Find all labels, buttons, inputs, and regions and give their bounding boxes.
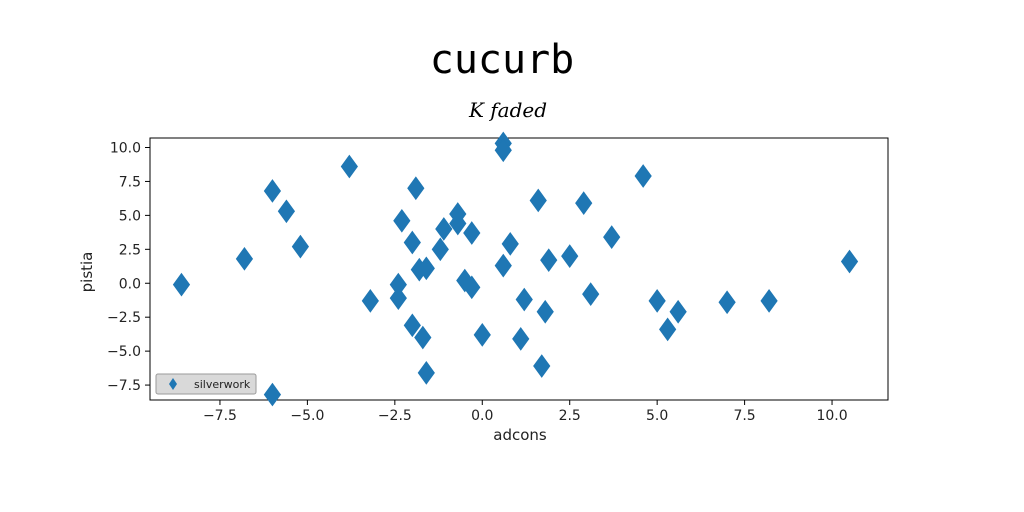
- x-axis-label: adcons: [493, 426, 547, 444]
- data-point: [361, 289, 379, 313]
- legend-label: silverwork: [194, 378, 251, 391]
- y-tick-label: 5.0: [119, 208, 141, 224]
- data-point: [417, 360, 435, 385]
- data-point: [501, 232, 519, 256]
- data-point: [512, 327, 530, 351]
- x-tick-label: 2.5: [559, 408, 581, 424]
- chart-subtitle: K faded: [468, 98, 547, 122]
- data-point: [407, 176, 425, 201]
- data-point: [473, 322, 491, 347]
- y-tick-label: −7.5: [107, 378, 141, 394]
- data-point: [403, 313, 421, 338]
- data-point: [648, 289, 666, 313]
- x-tick-label: 0.0: [471, 408, 493, 424]
- data-point: [582, 282, 600, 306]
- data-point: [533, 354, 551, 378]
- y-tick-label: 10.0: [110, 141, 141, 157]
- plot-area: −7.5 −5.0 −2.5 0.0 2.5 5.0 7.5 10.0 10.0 7.5 5.0 2.…: [107, 131, 889, 424]
- data-point: [172, 272, 191, 297]
- y-tick-label: −5.0: [107, 344, 141, 360]
- data-point: [718, 290, 736, 315]
- data-point: [235, 246, 254, 271]
- data-point: [414, 325, 432, 350]
- data-point: [431, 237, 449, 262]
- data-point: [389, 272, 407, 297]
- data-point: [494, 138, 512, 163]
- x-tick-label: −7.5: [203, 408, 237, 424]
- data-point: [575, 191, 593, 216]
- data-point: [840, 249, 859, 274]
- x-tick-label: −2.5: [378, 408, 412, 424]
- y-axis-label: pistia: [78, 252, 96, 293]
- y-tick-label: 0.0: [119, 276, 141, 292]
- data-point: [515, 287, 533, 312]
- x-tick-label: 10.0: [816, 408, 847, 424]
- data-point: [463, 275, 481, 300]
- chart-title: cucurb: [430, 37, 575, 83]
- data-point: [291, 234, 310, 259]
- x-tick-label: 5.0: [646, 408, 668, 424]
- legend-marker: [169, 378, 177, 390]
- y-tick-label: −2.5: [107, 310, 141, 326]
- x-tick-label: 7.5: [733, 408, 755, 424]
- data-point: [435, 217, 453, 241]
- data-point: [463, 221, 481, 245]
- data-point: [494, 253, 512, 278]
- data-point: [536, 299, 554, 324]
- plot-frame: [149, 137, 889, 401]
- data-point: [277, 199, 296, 224]
- data-point: [389, 286, 407, 311]
- data-point: [669, 299, 687, 324]
- data-point: [417, 256, 435, 281]
- data-point: [529, 188, 547, 213]
- y-tick-label: 2.5: [119, 242, 141, 258]
- data-point: [561, 244, 579, 268]
- data-point: [760, 289, 778, 313]
- legend-box: [155, 373, 257, 395]
- data-point: [403, 230, 421, 255]
- data-point: [263, 382, 282, 407]
- data-point: [603, 225, 621, 249]
- x-tick-label: −5.0: [290, 408, 324, 424]
- data-point: [634, 164, 652, 188]
- y-tick-label: 7.5: [119, 174, 141, 190]
- data-point: [540, 248, 558, 273]
- data-point: [659, 317, 677, 342]
- data-point: [263, 179, 282, 203]
- data-point: [449, 211, 467, 236]
- data-point: [393, 208, 411, 233]
- data-point: [340, 154, 358, 179]
